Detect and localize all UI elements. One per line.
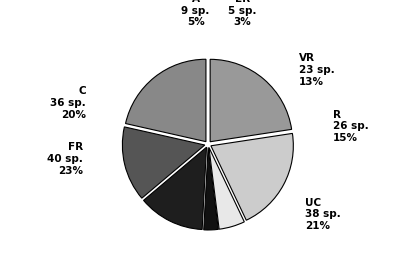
- Text: C
36 sp.
20%: C 36 sp. 20%: [50, 86, 86, 120]
- Text: UC
38 sp.
21%: UC 38 sp. 21%: [305, 198, 341, 231]
- Wedge shape: [126, 59, 206, 142]
- Wedge shape: [144, 147, 206, 230]
- Text: A
9 sp.
5%: A 9 sp. 5%: [181, 0, 210, 27]
- Text: FR
40 sp.
23%: FR 40 sp. 23%: [47, 143, 83, 176]
- Wedge shape: [204, 147, 218, 230]
- Wedge shape: [211, 133, 293, 220]
- Wedge shape: [122, 127, 205, 198]
- Wedge shape: [210, 59, 292, 142]
- Wedge shape: [209, 147, 244, 229]
- Text: ER
5 sp.
3%: ER 5 sp. 3%: [228, 0, 257, 27]
- Text: VR
23 sp.
13%: VR 23 sp. 13%: [299, 54, 334, 87]
- Text: R
26 sp.
15%: R 26 sp. 15%: [333, 110, 369, 143]
